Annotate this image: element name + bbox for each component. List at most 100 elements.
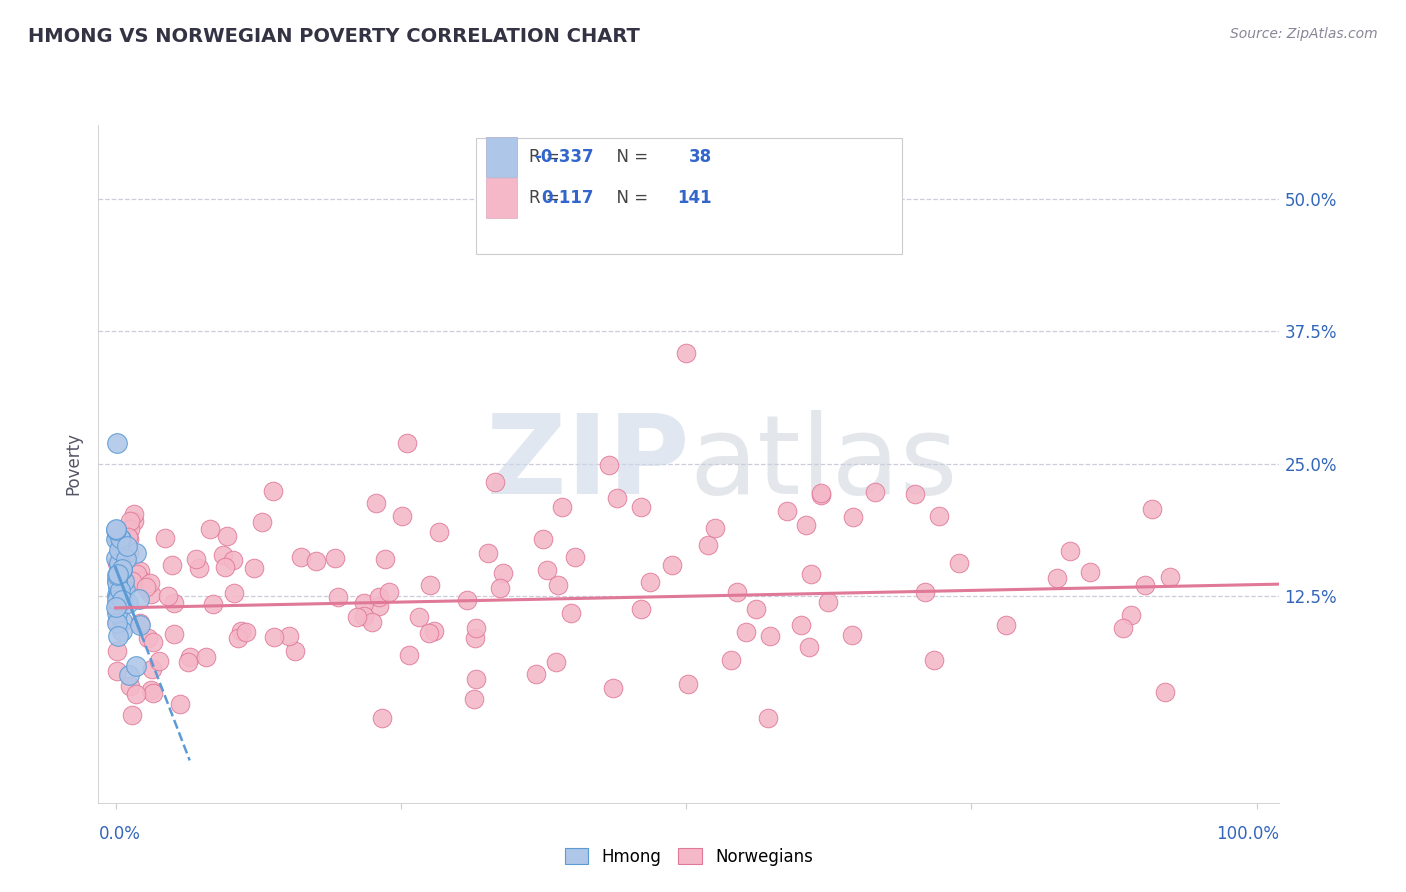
Point xyxy=(107,567,129,582)
Point xyxy=(489,581,512,595)
Text: 100.0%: 100.0% xyxy=(1216,825,1279,843)
Point xyxy=(606,491,628,506)
Point xyxy=(105,606,128,620)
Point xyxy=(107,582,129,596)
Point xyxy=(111,549,134,563)
Text: R =: R = xyxy=(529,189,565,207)
Point xyxy=(1078,565,1101,579)
Point xyxy=(125,566,148,581)
Point xyxy=(110,582,132,597)
Point xyxy=(842,509,865,524)
Point xyxy=(187,561,209,575)
Point xyxy=(105,600,128,615)
Point xyxy=(105,592,128,607)
Point xyxy=(107,543,129,558)
Point xyxy=(198,523,221,537)
Point xyxy=(725,585,748,599)
Point xyxy=(374,552,396,566)
Point xyxy=(922,653,945,667)
Point xyxy=(1045,571,1067,585)
Point xyxy=(720,653,742,667)
Point xyxy=(427,524,450,539)
Point xyxy=(863,485,886,500)
Point xyxy=(118,679,141,693)
Point xyxy=(111,562,134,576)
Text: atlas: atlas xyxy=(689,410,957,517)
Point xyxy=(111,593,134,607)
Point xyxy=(278,629,301,643)
Point xyxy=(465,621,488,635)
Point xyxy=(463,692,485,706)
Point xyxy=(105,573,128,587)
Point xyxy=(118,544,141,558)
Point xyxy=(810,488,832,502)
Point xyxy=(111,614,134,628)
Point xyxy=(118,523,141,537)
Text: 38: 38 xyxy=(689,148,711,166)
Point xyxy=(326,590,349,604)
Point xyxy=(153,531,176,545)
Point xyxy=(1121,607,1143,622)
Text: N =: N = xyxy=(606,148,652,166)
Point xyxy=(105,523,128,537)
Text: R =: R = xyxy=(529,148,565,166)
Point xyxy=(105,664,128,678)
Point xyxy=(105,435,128,450)
Point xyxy=(111,564,134,578)
Point xyxy=(235,624,257,639)
Point xyxy=(391,509,413,524)
Point xyxy=(105,616,128,631)
Point xyxy=(547,577,569,591)
Point xyxy=(423,624,446,638)
Point xyxy=(214,560,236,574)
Point xyxy=(112,531,135,545)
Point xyxy=(105,588,128,602)
Point xyxy=(995,617,1018,632)
Point xyxy=(105,568,128,582)
Point xyxy=(110,533,132,547)
Point xyxy=(128,618,150,632)
Point xyxy=(141,662,163,676)
Point xyxy=(630,602,652,616)
Point xyxy=(346,610,368,624)
Point xyxy=(524,667,547,681)
Point xyxy=(163,596,186,610)
Point xyxy=(142,635,165,649)
Point xyxy=(156,589,179,603)
Point xyxy=(1140,501,1163,516)
Point xyxy=(378,584,401,599)
Point xyxy=(211,548,233,562)
Point xyxy=(550,500,572,514)
Text: Source: ZipAtlas.com: Source: ZipAtlas.com xyxy=(1230,27,1378,41)
Point xyxy=(419,578,441,592)
Point xyxy=(697,537,720,551)
Point xyxy=(360,615,382,629)
Point xyxy=(364,496,387,510)
Point xyxy=(125,658,148,673)
Point xyxy=(630,500,652,515)
Point xyxy=(148,654,170,668)
Point xyxy=(745,602,768,616)
FancyBboxPatch shape xyxy=(486,178,517,218)
Point xyxy=(477,546,499,560)
Point xyxy=(456,593,478,607)
Point xyxy=(114,583,136,598)
Point xyxy=(484,475,506,490)
Point xyxy=(790,618,813,632)
Point xyxy=(492,566,515,580)
Point xyxy=(323,550,346,565)
Point xyxy=(184,551,207,566)
Point xyxy=(128,591,150,606)
Point xyxy=(602,681,624,695)
Text: N =: N = xyxy=(606,189,652,207)
Point xyxy=(142,686,165,700)
Point xyxy=(250,515,273,529)
Legend: Hmong, Norwegians: Hmong, Norwegians xyxy=(558,841,820,872)
Point xyxy=(598,458,620,472)
Point xyxy=(1135,577,1157,591)
Point xyxy=(398,648,420,663)
Point xyxy=(675,345,697,359)
Point xyxy=(817,595,839,609)
Point xyxy=(105,530,128,544)
Point xyxy=(263,630,285,644)
